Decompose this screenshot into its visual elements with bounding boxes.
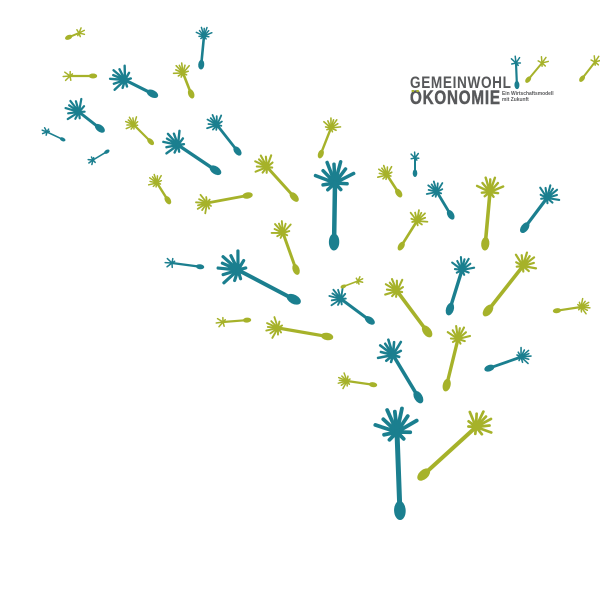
- dandelion-seed: [87, 149, 110, 166]
- dandelion-seed: [482, 251, 538, 317]
- dandelion-seed: [425, 180, 455, 220]
- dandelion-seed: [376, 164, 403, 198]
- dandelion-seed: [510, 55, 522, 90]
- dandelion-seed: [270, 220, 300, 275]
- logo-wordmark-line2: OKONOMIE: [410, 88, 501, 109]
- gwoe-logo: GEMEINWOHL OKONOMIE Ein Wirtschaftsmodel…: [410, 73, 554, 109]
- tagline-line1: Ein Wirtschaftsmodell: [502, 91, 554, 97]
- logo-wordmark-line1: GEMEINWOHL: [410, 73, 512, 92]
- dandelion-seed: [484, 346, 532, 372]
- dandelion-seed: [337, 372, 378, 390]
- dandelion-seed: [65, 27, 86, 40]
- dandelion-seed: [417, 410, 493, 481]
- dandelion-seed: [215, 316, 252, 328]
- dandelion-seed: [520, 184, 561, 234]
- dandelion-seed: [340, 275, 364, 289]
- dandelion-seed: [376, 338, 424, 404]
- dandelion-seed: [172, 62, 195, 99]
- dandelion-seed: [216, 249, 301, 305]
- dandelion-seed: [317, 117, 342, 159]
- o-umlaut-green-dots: O: [410, 88, 423, 109]
- dandelion-seed: [195, 26, 213, 70]
- dandelion-seed: [373, 406, 419, 521]
- dandelion-seed: [64, 97, 105, 133]
- logo-tagline: Ein Wirtschaftsmodell mit Zukunft: [502, 91, 554, 104]
- dandelion-seed: [62, 70, 98, 82]
- dandelion-seed: [164, 257, 205, 270]
- dandelion-seed: [41, 127, 66, 142]
- dandelion-seed: [579, 55, 600, 82]
- dandelion-seed: [384, 277, 433, 338]
- dandelion-seed: [124, 116, 155, 146]
- dandelion-seed: [410, 151, 420, 177]
- dandelion-seed: [525, 56, 549, 83]
- dandelion-seed: [195, 192, 253, 215]
- dandelion-seed: [328, 286, 375, 325]
- tagline-line2: mit Zukunft: [502, 97, 529, 104]
- dandelion-seed: [147, 173, 172, 205]
- dandelion-seed: [265, 316, 334, 341]
- dandelion-seed: [206, 114, 242, 156]
- dandelion-seed: [442, 325, 472, 392]
- dandelion-seed: [475, 176, 505, 251]
- dandelion-seed: [108, 64, 159, 99]
- dandelion-seed: [397, 209, 429, 251]
- dandelion-seed: [254, 154, 299, 202]
- dandelion-seed: [313, 160, 356, 251]
- dandelion-seed: [552, 297, 591, 315]
- dandelion-seed: [445, 255, 476, 316]
- dandelion-seed: [162, 129, 222, 176]
